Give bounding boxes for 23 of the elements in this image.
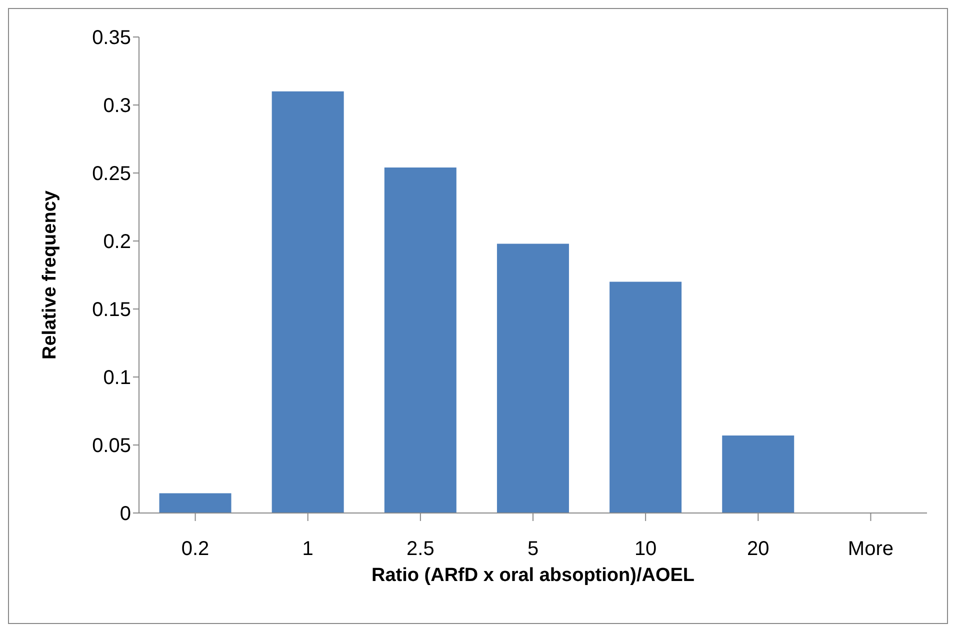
y-tick-label: 0.1 [103, 367, 131, 390]
y-tick-label: 0.2 [103, 231, 131, 254]
x-tick-label: 20 [747, 538, 770, 560]
y-tick-label: 0.3 [103, 95, 131, 118]
bar [384, 168, 456, 513]
x-tick-label: 1 [302, 538, 314, 560]
bar [722, 435, 794, 513]
bar [610, 282, 682, 513]
y-tick-label: 0.35 [92, 27, 131, 50]
bar [159, 493, 232, 513]
y-tick-label: 0.05 [92, 435, 131, 458]
x-axis-title: Ratio (ARfD x oral absoption)/AOEL [372, 565, 695, 586]
bar [496, 244, 569, 513]
bar [272, 91, 344, 513]
x-tick-label: 10 [634, 538, 657, 560]
x-tick-label: 5 [527, 538, 539, 560]
x-tick-label: More [848, 538, 894, 560]
x-tick-label: 2.5 [406, 538, 434, 560]
y-tick-label: 0 [120, 503, 131, 526]
y-axis-title: Relative frequency [40, 190, 61, 360]
y-tick-label: 0.25 [92, 163, 131, 186]
x-tick-label: 0.2 [181, 538, 210, 560]
y-tick-label: 0.15 [92, 299, 131, 322]
